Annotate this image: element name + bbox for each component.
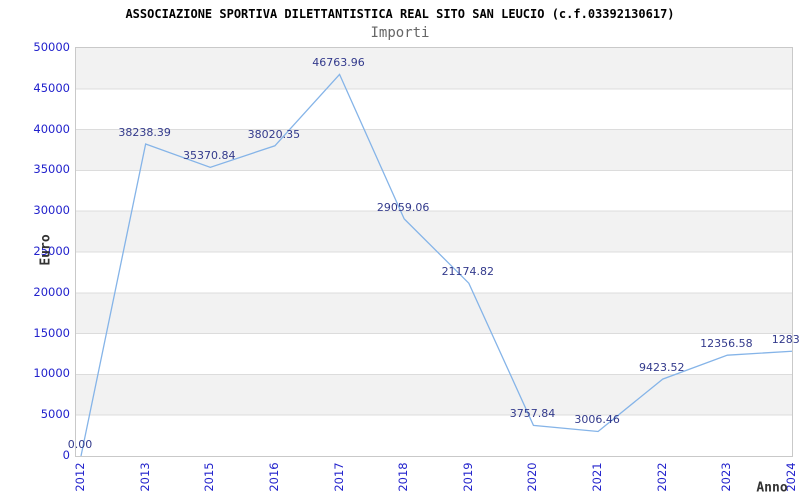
x-tick-label: 2020 — [525, 462, 540, 492]
data-point-label: 38238.39 — [118, 125, 171, 139]
y-tick-label: 35000 — [33, 162, 70, 177]
plot-band — [76, 129, 792, 171]
x-tick-label: 2016 — [266, 462, 281, 492]
plot-band — [76, 374, 792, 416]
y-axis-label: Euro — [38, 234, 54, 266]
chart-title: ASSOCIAZIONE SPORTIVA DILETTANTISTICA RE… — [125, 7, 675, 21]
y-tick-label: 25000 — [33, 244, 70, 258]
plot-band — [76, 415, 792, 456]
plot-band — [76, 211, 792, 252]
x-tick-label: 2012 — [73, 462, 87, 492]
plot-area — [75, 47, 793, 457]
data-point-label: 9423.52 — [638, 361, 685, 375]
data-point-label: 3757.84 — [509, 407, 556, 421]
x-tick-label: 2019 — [460, 462, 475, 492]
data-point-label: 0.00 — [67, 438, 93, 451]
chart-subtitle: Importi — [370, 25, 430, 41]
x-tick-label: 2023 — [719, 462, 734, 492]
x-tick-label: 2021 — [590, 462, 605, 492]
data-point-label: 3006.46 — [574, 413, 620, 427]
x-tick-label: 2017 — [331, 462, 346, 492]
plot-band — [76, 252, 792, 293]
data-point-label: 12356.58 — [700, 337, 753, 351]
data-point-label: 29059.06 — [376, 200, 430, 214]
plot-band — [76, 170, 792, 212]
y-tick-label: 20000 — [33, 284, 70, 299]
plot-band — [76, 292, 792, 334]
x-axis-label: Anno — [756, 480, 788, 496]
data-point-label: 35370.84 — [183, 149, 236, 163]
y-tick-label: 15000 — [33, 325, 70, 340]
y-tick-label: 45000 — [33, 80, 70, 95]
y-tick-label: 10000 — [33, 366, 70, 381]
y-tick-label: 5000 — [40, 407, 70, 422]
series-line — [80, 73, 792, 456]
data-point-label: 38020.35 — [247, 127, 301, 141]
data-point-label: 46763.96 — [312, 56, 365, 70]
data-point-label: 12839. — [771, 333, 800, 347]
x-tick-label: 2022 — [654, 462, 669, 492]
plot-band — [76, 88, 792, 130]
plot-band — [76, 48, 792, 89]
x-tick-label: 2018 — [396, 462, 411, 492]
y-tick-label: 0 — [62, 448, 70, 462]
data-point-label: 21174.82 — [441, 265, 495, 279]
x-tick-label: 2015 — [202, 462, 217, 492]
y-tick-label: 30000 — [33, 203, 70, 218]
y-tick-label: 50000 — [33, 40, 70, 54]
x-tick-label: 2013 — [137, 462, 152, 492]
line-chart-svg — [76, 48, 792, 456]
plot-band — [76, 333, 792, 375]
y-tick-label: 40000 — [33, 121, 70, 136]
